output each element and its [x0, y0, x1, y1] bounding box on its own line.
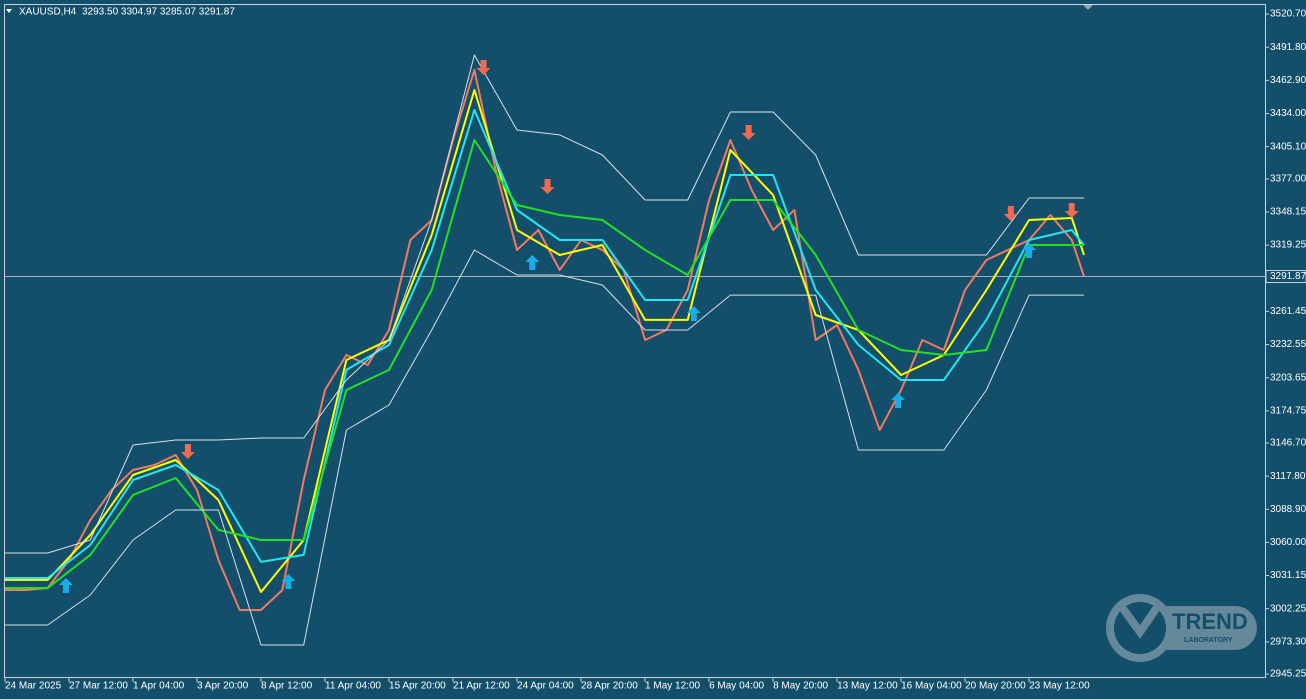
y-tick-label: 3405.10	[1270, 141, 1306, 152]
y-tick-label: 3117.80	[1270, 471, 1306, 482]
x-tick-label: 20 May 20:00	[965, 681, 1026, 692]
x-tick-label: 8 May 20:00	[773, 681, 828, 692]
y-tick-label: 3348.15	[1270, 207, 1306, 218]
series-line	[5, 249, 1084, 646]
chart-subtitle: 3293.50 3304.97 3285.07 3291.87	[82, 7, 235, 18]
signal-arrow	[58, 577, 73, 593]
last-price-label: 3291.87	[1270, 271, 1306, 282]
series-line	[5, 54, 1084, 554]
y-tick-label: 3002.25	[1270, 603, 1306, 614]
x-tick-label: 24 Apr 04:00	[517, 681, 574, 692]
signal-arrow	[1064, 202, 1079, 218]
y-tick-label: 3088.90	[1270, 504, 1306, 515]
x-tick-label: 15 Apr 20:00	[389, 681, 446, 692]
y-tick-label: 3491.80	[1270, 42, 1306, 53]
shift-marker	[1083, 5, 1093, 10]
y-tick-label: 3031.15	[1270, 570, 1306, 581]
signal-arrow	[476, 59, 491, 75]
x-tick-label: 11 Apr 04:00	[325, 681, 381, 692]
y-tick-label: 3232.55	[1270, 339, 1306, 350]
y-tick-label: 3520.70	[1270, 9, 1306, 20]
plot-area	[5, 54, 1265, 646]
y-tick-label: 3174.75	[1270, 405, 1306, 416]
y-tick-label: 3319.25	[1270, 240, 1306, 251]
x-tick-label: 16 May 04:00	[901, 681, 962, 692]
series-line	[5, 108, 1085, 579]
x-tick-label: 23 May 12:00	[1029, 681, 1090, 692]
logo-glyph	[1120, 602, 1162, 639]
x-tick-label: 6 May 04:00	[709, 681, 764, 692]
y-tick-label: 2973.30	[1270, 637, 1306, 648]
x-tick-label: 3 Apr 20:00	[197, 681, 249, 692]
plot-border	[4, 4, 1266, 678]
signal-arrow	[180, 443, 195, 459]
x-tick-label: 1 Apr 04:00	[133, 681, 185, 692]
signal-arrow	[741, 124, 756, 140]
y-tick-label: 3377.00	[1270, 174, 1306, 185]
signal-arrow	[281, 573, 296, 589]
y-tick-label: 3203.65	[1270, 372, 1306, 383]
signal-arrow	[1022, 242, 1037, 258]
signal-arrow	[525, 255, 540, 271]
x-tick-label: 28 Apr 20:00	[581, 681, 638, 692]
x-tick-label: 24 Mar 2025	[5, 681, 62, 692]
x-tick-label: 8 Apr 12:00	[261, 681, 313, 692]
y-tick-label: 3462.90	[1270, 75, 1306, 86]
y-tick-label: 2945.25	[1270, 669, 1306, 680]
y-tick-label: 3261.45	[1270, 306, 1306, 317]
series-line	[5, 139, 1084, 589]
last-price-box	[1265, 270, 1306, 284]
signal-arrow	[540, 179, 555, 195]
signal-arrow	[686, 306, 701, 322]
x-tick-label: 21 Apr 12:00	[453, 681, 510, 692]
y-tick-label: 3146.70	[1270, 438, 1306, 449]
y-tick-label: 3434.00	[1270, 108, 1306, 119]
x-tick-label: 27 Mar 12:00	[69, 681, 128, 692]
menu-triangle[interactable]	[6, 9, 12, 13]
logo: TREND LABORATORY	[1106, 594, 1257, 662]
y-tick-label: 3060.00	[1270, 537, 1306, 548]
chart-title: XAUUSD,H4	[19, 7, 77, 18]
signal-arrow	[891, 392, 906, 408]
logo-title: TREND	[1172, 609, 1248, 634]
x-tick-label: 13 May 12:00	[837, 681, 898, 692]
logo-subtitle: LABORATORY	[1184, 637, 1233, 644]
x-tick-label: 1 May 12:00	[645, 681, 700, 692]
series-line	[5, 69, 1085, 611]
signal-arrow	[1003, 205, 1018, 221]
